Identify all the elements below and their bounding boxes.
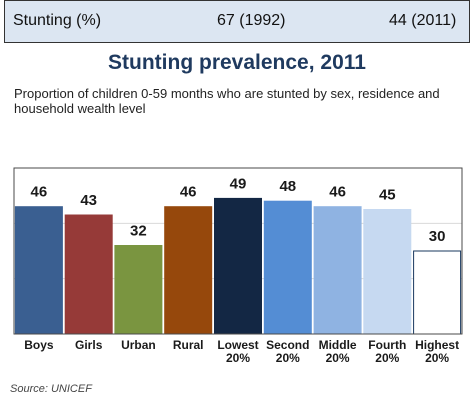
stat-value-1992: 67 (1992) [217,12,286,29]
chart-title: Stunting prevalence, 2011 [108,51,366,74]
data-label: 32 [130,223,147,240]
data-label: 48 [279,178,296,195]
data-label: 49 [230,175,247,192]
category-label: Second [266,338,309,352]
bar-fourth-20 [363,209,412,335]
category-label: Fourth [368,338,406,352]
plot-frame [13,167,463,335]
category-label: Urban [121,338,156,352]
source-note: Source: UNICEF [10,383,92,395]
category-label: Boys [24,338,54,352]
bar-girls [64,214,113,335]
data-label: 30 [429,228,446,245]
data-label: 46 [180,184,197,201]
category-label: Lowest [217,338,258,352]
category-label: 20% [326,351,350,365]
bar-highest-20 [413,250,462,335]
category-label: 20% [425,351,449,365]
stat-label: Stunting (%) [13,12,102,29]
bar-rural [164,206,213,335]
data-label: 45 [379,187,396,204]
category-label: 20% [226,351,250,365]
bar-second-20 [263,200,312,335]
category-label: Girls [75,338,103,352]
data-label: 46 [31,184,48,201]
bar-middle-20 [313,206,362,335]
bar-urban [114,245,163,335]
bar-lowest-20 [214,197,262,335]
category-label: Middle [319,338,357,352]
category-label: 20% [276,351,300,365]
data-label: 46 [329,184,346,201]
chart-subtitle: Proportion of children 0-59 months who a… [14,86,440,116]
data-label: 43 [80,192,97,209]
category-label: Rural [173,338,204,352]
category-label: 20% [375,351,399,365]
category-label: Highest [415,338,459,352]
stat-bar: Stunting (%) 67 (1992) 44 (2011) [4,0,470,43]
stat-value-2011: 44 (2011) [389,12,457,29]
bar-boys [14,206,63,335]
